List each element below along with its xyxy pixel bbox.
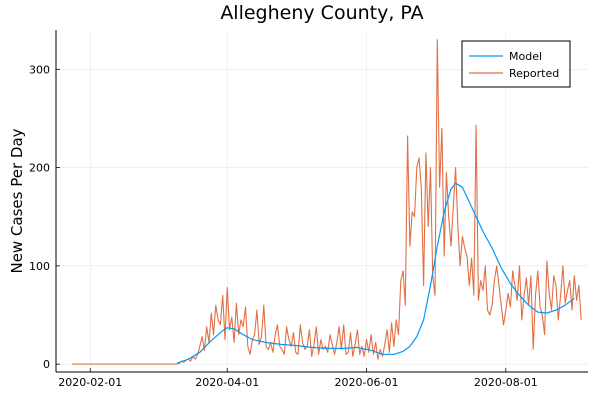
chart-title: Allegheny County, PA [220,2,423,24]
plot-area [72,39,582,365]
legend-box [461,40,571,88]
x-tick-label: 2020-04-01 [195,376,259,389]
x-tick-label: 2020-08-01 [474,376,538,389]
axes [55,30,588,373]
series-line-reported [72,39,582,365]
y-tick-label: 200 [29,162,50,175]
y-tick-label: 100 [29,260,50,273]
legend-label-model: Model [509,50,542,63]
x-ticks: 2020-02-01 2020-04-01 2020-06-01 2020-08-01 [58,368,538,389]
legend: Model Reported [461,40,571,88]
y-axis-title: New Cases Per Day [8,128,26,273]
y-ticks: 0 100 200 300 [29,63,60,371]
x-tick-label: 2020-06-01 [335,376,399,389]
legend-label-reported: Reported [509,67,559,80]
series-line-model [176,182,575,364]
y-tick-label: 300 [29,63,50,76]
x-tick-label: 2020-02-01 [58,376,122,389]
y-tick-label: 0 [43,358,50,371]
